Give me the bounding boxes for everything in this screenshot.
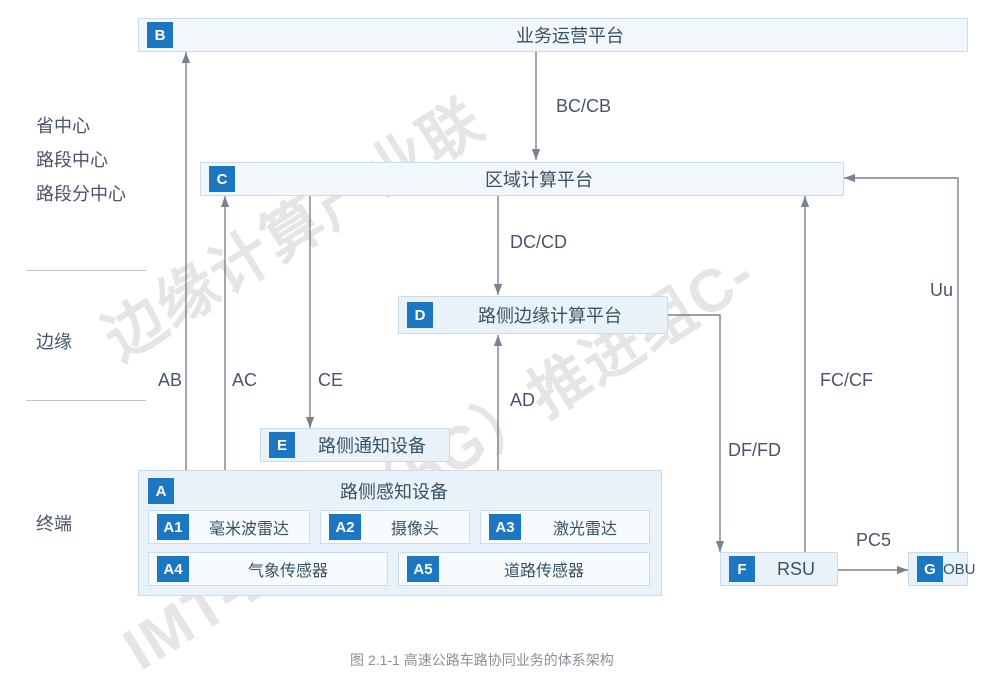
- tag-c: C: [209, 166, 235, 192]
- title-e: 路侧通知设备: [295, 432, 449, 458]
- tag-d: D: [407, 302, 433, 328]
- figure-caption: 图 2.1-1 高速公路车路协同业务的体系架构: [350, 650, 614, 670]
- label-subsection: 路段分中心: [36, 180, 126, 206]
- edge-ce: CE: [318, 370, 343, 391]
- edge-dc: DC/CD: [510, 232, 567, 253]
- edge-pc5: PC5: [856, 530, 891, 551]
- title-d: 路侧边缘计算平台: [433, 302, 667, 328]
- box-roadside-edge: D 路侧边缘计算平台: [398, 296, 668, 334]
- box-a2: A2 摄像头: [320, 510, 470, 544]
- tag-a4: A4: [157, 556, 189, 582]
- box-business-platform: B 业务运营平台: [138, 18, 968, 52]
- label-province: 省中心: [36, 112, 90, 138]
- tag-a-wrap: A: [148, 478, 174, 504]
- edge-df: DF/FD: [728, 440, 781, 461]
- label-edge: 边缘: [36, 328, 72, 354]
- title-a3: 激光雷达: [521, 515, 649, 539]
- box-rsu: F RSU: [720, 552, 838, 586]
- title-f: RSU: [755, 559, 837, 580]
- tag-e: E: [269, 432, 295, 458]
- box-a5: A5 道路传感器: [398, 552, 650, 586]
- tag-a1: A1: [157, 514, 189, 540]
- title-g: OBU: [943, 561, 980, 578]
- tag-f: F: [729, 556, 755, 582]
- box-obu: G OBU: [908, 552, 968, 586]
- tag-a5: A5: [407, 556, 439, 582]
- edge-ad: AD: [510, 390, 535, 411]
- edge-ac: AC: [232, 370, 257, 391]
- title-a4: 气象传感器: [189, 557, 387, 581]
- tag-b: B: [147, 22, 173, 48]
- title-b: 业务运营平台: [173, 22, 967, 48]
- label-section: 路段中心: [36, 146, 108, 172]
- edge-bc: BC/CB: [556, 96, 611, 117]
- tag-g: G: [917, 556, 943, 582]
- box-a4: A4 气象传感器: [148, 552, 388, 586]
- edge-fc: FC/CF: [820, 370, 873, 391]
- title-c: 区域计算平台: [235, 166, 843, 192]
- tag-a: A: [148, 478, 174, 504]
- box-a3: A3 激光雷达: [480, 510, 650, 544]
- divider-1: [26, 270, 146, 271]
- divider-2: [26, 400, 146, 401]
- box-roadside-notify: E 路侧通知设备: [260, 428, 450, 462]
- edge-ab: AB: [158, 370, 182, 391]
- title-a1: 毫米波雷达: [189, 515, 309, 539]
- title-a5: 道路传感器: [439, 557, 649, 581]
- box-regional-platform: C 区域计算平台: [200, 162, 844, 196]
- box-a1: A1 毫米波雷达: [148, 510, 310, 544]
- edge-uu: Uu: [930, 280, 953, 301]
- tag-a3: A3: [489, 514, 521, 540]
- tag-a2: A2: [329, 514, 361, 540]
- title-a2: 摄像头: [361, 515, 469, 539]
- title-a: 路侧感知设备: [340, 478, 448, 504]
- label-terminal: 终端: [36, 510, 72, 536]
